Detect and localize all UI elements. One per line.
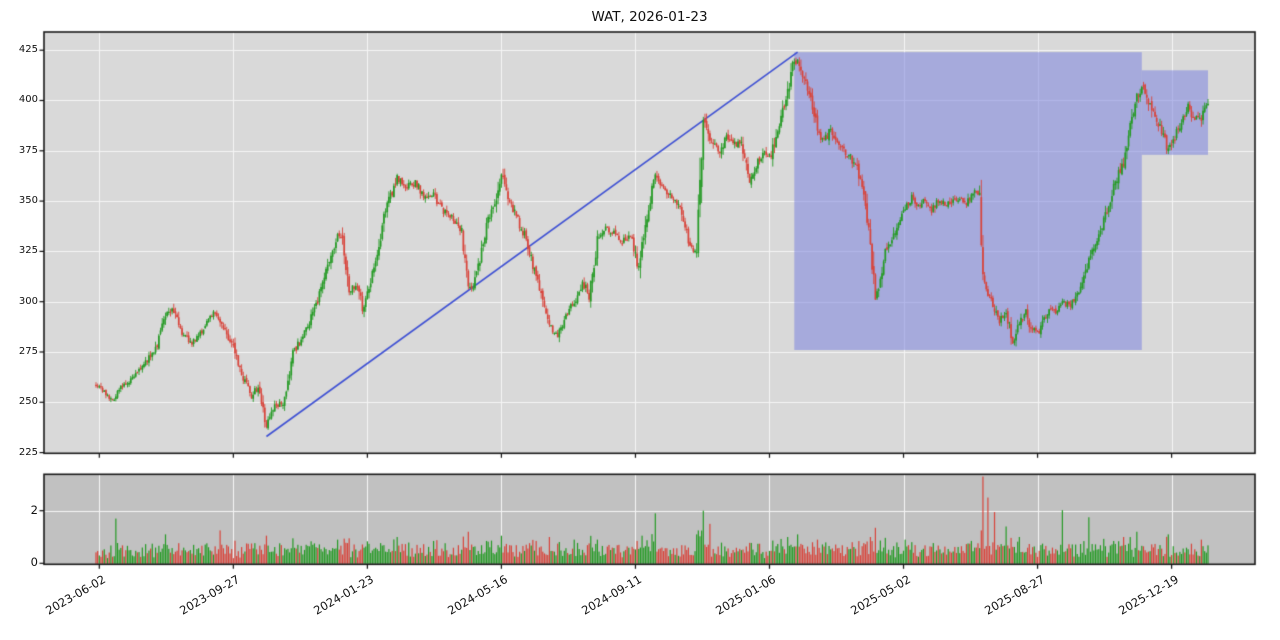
- price-tick-label: 350: [18, 195, 38, 207]
- volume-tick-label: 0: [30, 555, 38, 570]
- price-tick-label: 375: [18, 144, 38, 156]
- price-tick-label: 325: [18, 245, 38, 257]
- chart-title: WAT, 2026-01-23: [591, 9, 708, 25]
- price-tick-label: 300: [18, 295, 38, 307]
- price-tick-label: 275: [18, 345, 38, 357]
- price-tick-label: 250: [18, 396, 38, 408]
- price-tick-label: 400: [18, 94, 38, 106]
- price-tick-label: 425: [18, 44, 38, 56]
- volume-tick-label: 2: [30, 502, 38, 517]
- price-tick-label: 225: [18, 446, 38, 458]
